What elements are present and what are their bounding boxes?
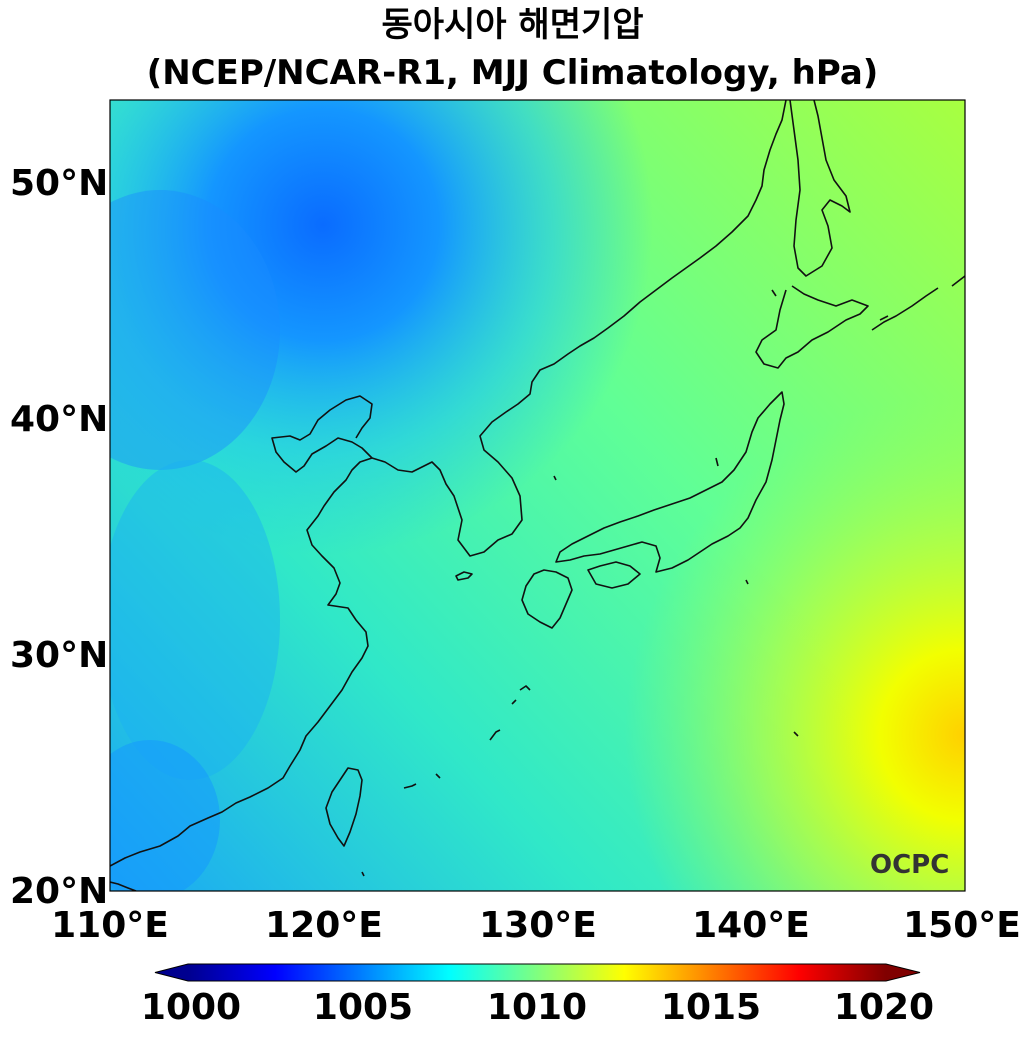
ocpc-logo: OCPC <box>870 850 949 880</box>
colorbar-tick-1005: 1005 <box>312 987 414 1028</box>
hainan-coast <box>110 881 137 891</box>
colorbar-tick-1020: 1020 <box>833 987 935 1028</box>
honshu-coast <box>555 391 785 573</box>
lat-tick-20: 20°N <box>10 871 109 912</box>
lat-tick-30: 30°N <box>10 635 109 676</box>
hokkaido-coast <box>755 285 869 369</box>
colorbar-extend-low <box>155 964 188 981</box>
colorbar-tick-1015: 1015 <box>660 987 762 1028</box>
ocpc-logo-text: OCPC <box>870 850 949 880</box>
colorbar-extend-high <box>886 964 920 981</box>
colorbar-tick-1010: 1010 <box>486 987 588 1028</box>
pressure-field <box>110 100 965 891</box>
sakhalin-coast <box>789 100 851 277</box>
map-title-line1: 동아시아 해면기압 <box>381 5 644 45</box>
lon-tick-130: 130°E <box>479 905 597 946</box>
hachijo-island <box>745 579 749 585</box>
lon-tick-150: 150°E <box>903 905 1021 946</box>
kyushu-coast <box>521 569 573 629</box>
shikoku-coast <box>587 561 641 589</box>
bohai-coast <box>271 395 373 473</box>
colorbar-outline <box>154 963 921 982</box>
colorbar-tick-1000: 1000 <box>140 987 242 1028</box>
taiwan-coast <box>325 767 363 847</box>
lat-tick-40: 40°N <box>10 399 109 440</box>
ogasawara-island <box>793 731 799 737</box>
lon-tick-120: 120°E <box>265 905 383 946</box>
colorbar <box>154 963 921 982</box>
mainland-coast <box>110 100 787 867</box>
sado-island <box>715 457 719 467</box>
lon-tick-110: 110°E <box>51 905 169 946</box>
ryukyu-islands <box>403 685 531 789</box>
kuril-islands <box>871 275 965 331</box>
coastlines <box>110 100 965 891</box>
map-frame <box>109 99 966 892</box>
lat-tick-50: 50°N <box>10 163 109 204</box>
lon-tick-140: 140°E <box>692 905 810 946</box>
rishiri-island <box>771 289 777 297</box>
colorbar-gradient <box>188 964 886 981</box>
jeju-coast <box>455 571 473 581</box>
map-title-line2: (NCEP/NCAR-R1, MJJ Climatology, hPa) <box>146 53 879 93</box>
ulleung-island <box>553 475 557 481</box>
small-island <box>361 871 365 877</box>
